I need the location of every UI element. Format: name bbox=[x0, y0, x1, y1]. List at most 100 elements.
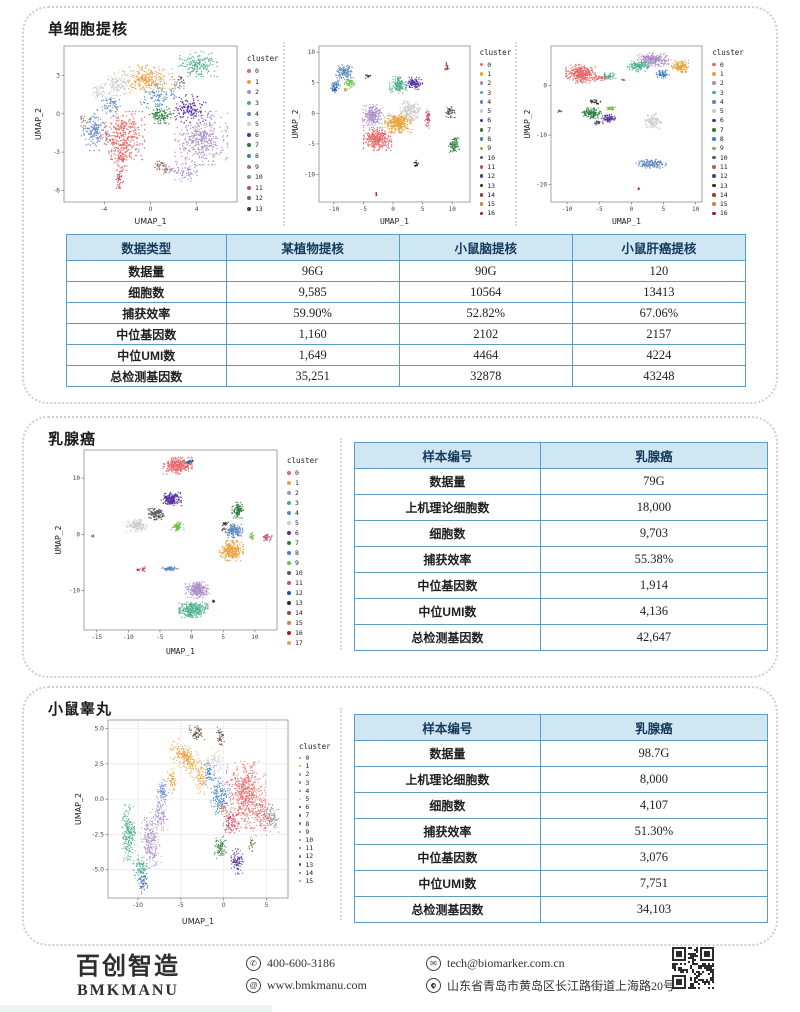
legend-label: 16 bbox=[295, 629, 303, 637]
legend-swatch bbox=[247, 143, 251, 148]
legend-item: 1 bbox=[479, 69, 512, 78]
legend-label: 11 bbox=[719, 162, 728, 171]
svg-text:-10: -10 bbox=[328, 206, 339, 213]
legend-swatch bbox=[479, 62, 484, 67]
legend-swatch bbox=[287, 581, 291, 585]
legend-swatch bbox=[299, 756, 302, 760]
legend-label: 2 bbox=[487, 79, 492, 88]
legend-label: 4 bbox=[487, 97, 492, 106]
legend-swatch bbox=[287, 611, 291, 615]
legend-label: 14 bbox=[305, 868, 314, 877]
legend-label: 13 bbox=[305, 860, 314, 869]
table-header-cell: 样本编号 bbox=[354, 442, 541, 469]
legend-label: 9 bbox=[305, 827, 310, 836]
location-pin-icon bbox=[426, 977, 441, 993]
legend-item: 10 bbox=[247, 172, 279, 183]
legend-swatch bbox=[287, 521, 291, 525]
legend-item: 15 bbox=[479, 199, 512, 208]
y-axis-label: UMAP_2 bbox=[34, 108, 43, 140]
svg-text:0: 0 bbox=[56, 111, 60, 118]
legend-swatch bbox=[479, 90, 484, 95]
svg-text:-3: -3 bbox=[54, 149, 60, 156]
legend-label: 4 bbox=[719, 97, 724, 106]
legend-label: 7 bbox=[487, 125, 492, 134]
table-row: 数据量 79G bbox=[354, 468, 769, 495]
legend-swatch bbox=[712, 118, 716, 123]
row-label-cell: 捕获效率 bbox=[66, 302, 227, 324]
legend-item: 0 bbox=[247, 66, 279, 77]
legend-label: 3 bbox=[295, 499, 299, 507]
company-logo: 百创智造 BMKMANU bbox=[48, 946, 208, 1000]
legend-swatch bbox=[247, 154, 251, 159]
legend-title: cluster bbox=[299, 742, 331, 751]
row-label-cell: 细胞数 bbox=[354, 520, 541, 547]
table-row: 捕获效率 59.90% 52.82% 67.06% bbox=[66, 302, 747, 324]
table-row: 数据量 96G 90G 120 bbox=[66, 260, 747, 282]
legend-item: 13 bbox=[479, 181, 512, 190]
legend-item: 6 bbox=[479, 116, 512, 125]
legend-swatch bbox=[247, 111, 251, 116]
umap-plots-row: -4 0 4 -6 -3 0 3 UMAP_1 UMAP_2 cluster 0 1 2 3 4 5 6 7 8 9 1… bbox=[32, 38, 768, 228]
legend-item: 8 bbox=[479, 134, 512, 143]
legend-label: 9 bbox=[719, 144, 724, 153]
value-cell: 96G bbox=[225, 260, 400, 282]
legend-label: 1 bbox=[487, 69, 492, 78]
legend-swatch bbox=[247, 164, 251, 169]
legend-item: 13 bbox=[299, 860, 331, 869]
legend-item: 14 bbox=[287, 608, 319, 618]
legend-item: 14 bbox=[479, 190, 512, 199]
legend-item: 9 bbox=[712, 144, 744, 153]
legend-swatch bbox=[712, 137, 716, 141]
legend-swatch bbox=[479, 183, 484, 188]
value-cell: 35,251 bbox=[225, 365, 400, 387]
legend-label: 1 bbox=[719, 69, 724, 78]
umap-plot-mouse-liver: -10 -5 0 5 10 -20 -10 0 UMAP_1 UMAP_2 cluster 0 1 2 3 4… bbox=[521, 38, 744, 228]
stats-table-breast-cancer: 样本编号 乳腺癌 数据量 79G 上机理论细胞数 18,000 细胞数 9,703 捕获效率 55… bbox=[354, 442, 769, 651]
legend-title: cluster bbox=[479, 48, 512, 57]
legend-label: 10 bbox=[295, 569, 303, 577]
email-link[interactable]: tech@biomarker.com.cn bbox=[447, 955, 565, 970]
legend-label: 5 bbox=[719, 107, 724, 116]
section-title: 乳腺癌 bbox=[48, 431, 97, 448]
legend-swatch bbox=[479, 202, 484, 206]
legend-label: 4 bbox=[295, 509, 299, 517]
legend-label: 3 bbox=[487, 88, 492, 97]
row-label-cell: 上机理论细胞数 bbox=[354, 766, 541, 793]
address-row: 山东省青岛市黄岛区长江路街道上海路20号 bbox=[426, 974, 675, 996]
svg-text:3: 3 bbox=[56, 72, 60, 79]
row-label-cell: 中位基因数 bbox=[354, 844, 541, 871]
legend-label: 10 bbox=[305, 835, 314, 844]
legend-swatch bbox=[299, 871, 302, 874]
cluster-legend: cluster 0 1 2 3 4 5 6 7 8 9 10 11 12 13 bbox=[247, 54, 279, 214]
y-axis-label: UMAP_2 bbox=[291, 109, 300, 138]
legend-item: 3 bbox=[287, 498, 319, 508]
legend-label: 10 bbox=[487, 153, 496, 162]
legend-swatch bbox=[479, 72, 484, 76]
x-axis-label: UMAP_1 bbox=[166, 647, 195, 656]
legend-label: 8 bbox=[719, 135, 724, 144]
svg-text:4: 4 bbox=[195, 206, 199, 213]
legend-swatch bbox=[479, 174, 484, 178]
website-row: @ www.bmkmanu.com bbox=[246, 974, 367, 996]
address-text: 山东省青岛市黄岛区长江路街道上海路20号 bbox=[447, 978, 676, 993]
legend-item: 13 bbox=[247, 204, 279, 215]
x-axis-label: UMAP_1 bbox=[380, 217, 409, 226]
legend-swatch bbox=[712, 100, 716, 104]
legend-label: 1 bbox=[305, 762, 310, 771]
legend-item: 11 bbox=[287, 578, 319, 588]
legend-item: 0 bbox=[479, 60, 512, 69]
table-row: 细胞数 4,107 bbox=[354, 792, 769, 819]
legend-item: 5 bbox=[712, 106, 744, 115]
legend-label: 9 bbox=[255, 162, 259, 171]
legend-swatch bbox=[287, 531, 291, 535]
cluster-legend: cluster 0 1 2 3 4 5 6 7 8 9 10 11 12 13 14 15 16 bbox=[479, 48, 512, 218]
logo-english: BMKMANU bbox=[77, 982, 179, 999]
row-label-cell: 捕获效率 bbox=[354, 546, 541, 573]
divider bbox=[340, 438, 342, 650]
mail-icon: ✉ bbox=[426, 955, 441, 971]
website-link[interactable]: www.bmkmanu.com bbox=[267, 977, 367, 992]
legend-swatch bbox=[299, 863, 302, 866]
legend-label: 15 bbox=[719, 200, 728, 209]
value-cell: 32878 bbox=[398, 365, 573, 387]
